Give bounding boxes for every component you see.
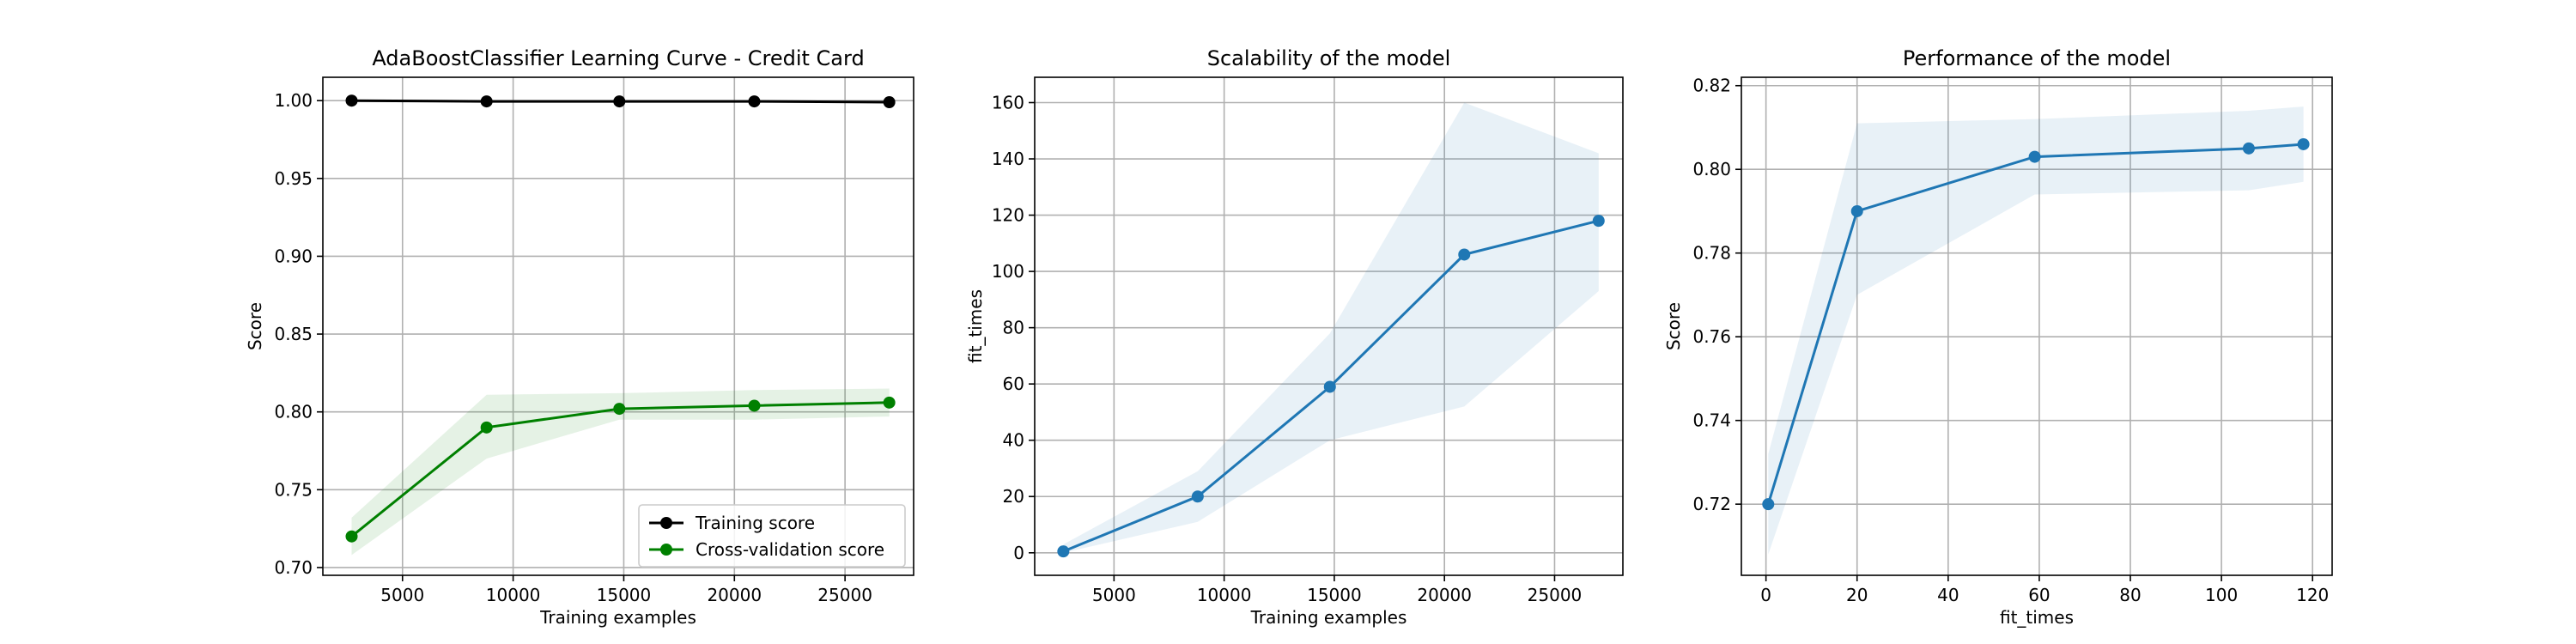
scalability-series-0-band [1063,102,1599,553]
performance-y-tick-label: 0.72 [1692,494,1731,514]
learning-curve-x-tick-label: 20000 [707,585,762,605]
learning-curve-series-1-point [748,399,761,412]
learning-curve-axes-frame [322,76,914,576]
performance-x-tick-label: 100 [2205,585,2238,605]
scalability-x-tick-label: 15000 [1307,585,1362,605]
learning-curve-y-tick-label: 0.90 [274,246,313,266]
performance-y-tick-label: 0.80 [1692,159,1731,179]
performance-series-0-point [1850,204,1863,217]
performance-plot: 0 20 40 60 80 100 120 0.72 0.74 0.76 0.78 0.80 0.82 P… [1663,46,2333,628]
performance-title: Performance of the model [1903,46,2171,70]
performance-series-0-band [1768,106,2304,555]
scalability-y-tick-label: 80 [1003,318,1024,338]
learning-curve-y-axis-title: Score [245,302,265,350]
learning-curve-series-0-point [748,95,761,108]
learning-curve-y-tick-label: 0.85 [274,324,313,344]
performance-series-0-point [2297,137,2310,150]
legend-swatch-marker [660,544,672,556]
legend-swatch-marker [660,517,672,529]
performance-x-tick-label: 20 [1846,585,1868,605]
learning-curve-x-tick-label: 15000 [597,585,652,605]
learning-curve-x-tick-label: 25000 [817,585,872,605]
learning-curve-y-tick-label: 0.70 [274,557,313,578]
performance-axes-frame [1741,76,2333,576]
performance-y-tick-label: 0.74 [1692,410,1731,431]
scalability-y-tick-label: 0 [1013,543,1024,563]
scalability-x-axis-title: Training examples [1250,607,1407,628]
scalability-series-0-point [1191,490,1204,503]
legend: Training score Cross-validation score [638,504,906,568]
scalability-x-tick-label: 20000 [1417,585,1472,605]
learning-curve-x-axis-title: Training examples [539,607,696,628]
performance-series-0-point [1762,498,1775,511]
scalability-series-0-point [1057,545,1070,558]
scalability-x-tick-label: 5000 [1092,585,1136,605]
performance-series-0-point [2028,150,2041,163]
legend-label: Training score [695,513,815,533]
scalability-y-tick-label: 20 [1003,486,1024,507]
performance-y-tick-label: 0.78 [1692,243,1731,264]
scalability-y-tick-label: 120 [992,205,1024,226]
learning-curve-series-0-point [345,94,358,107]
scalability-series-0-point [1592,215,1605,228]
performance-y-tick-label: 0.76 [1692,326,1731,347]
learning-curve-title: AdaBoostClassifier Learning Curve - Cred… [372,46,864,70]
scalability-plot: 5000 10000 15000 20000 25000 0 20 40 60 80 100 120 1… [965,46,1624,628]
performance-x-tick-label: 60 [2028,585,2050,605]
scalability-y-tick-label: 40 [1003,430,1024,451]
learning-curve-series-1-point [345,530,358,543]
learning-curve-plot: 5000 10000 15000 20000 25000 0.70 0.75 0.80 0.85… [245,46,914,628]
learning-curve-x-tick-label: 5000 [380,585,424,605]
performance-x-tick-label: 120 [2296,585,2329,605]
learning-curve-y-tick-label: 0.75 [274,479,313,500]
learning-curve-series-0-point [883,96,896,108]
scalability-series-0-point [1458,248,1471,261]
scalability-y-tick-label: 100 [992,261,1024,282]
learning-curve-y-tick-label: 0.95 [274,168,313,189]
learning-curve-series-1-point [883,396,896,409]
scalability-y-tick-label: 160 [992,92,1024,112]
learning-curve-y-tick-label: 1.00 [274,90,313,111]
scalability-y-axis-title: fit_times [965,289,986,363]
legend-label: Cross-validation score [696,539,884,560]
scalability-y-tick-label: 140 [992,149,1024,169]
performance-y-tick-label: 0.82 [1692,76,1731,96]
learning-curve-series-0-point [480,95,493,108]
learning-curve-series-1-point [613,403,626,416]
scalability-series-0-point [1323,380,1336,393]
learning-curve-y-tick-label: 0.80 [274,402,313,422]
legend-box [638,504,906,568]
performance-x-axis-title: fit_times [2000,607,2074,628]
learning-curve-series-1-point [480,421,493,434]
scalability-y-tick-label: 60 [1003,374,1024,394]
performance-x-tick-label: 40 [1937,585,1959,605]
scalability-title: Scalability of the model [1207,46,1451,70]
scalability-x-tick-label: 25000 [1528,585,1583,605]
scalability-x-tick-label: 10000 [1197,585,1252,605]
performance-x-tick-label: 80 [2119,585,2141,605]
learning-curve-x-tick-label: 10000 [486,585,541,605]
performance-y-axis-title: Score [1663,302,1684,350]
performance-x-tick-label: 0 [1760,585,1771,605]
scalability-axes-frame [1034,76,1624,576]
learning-curve-series-0-point [613,95,626,108]
performance-series-0-point [2242,142,2255,155]
